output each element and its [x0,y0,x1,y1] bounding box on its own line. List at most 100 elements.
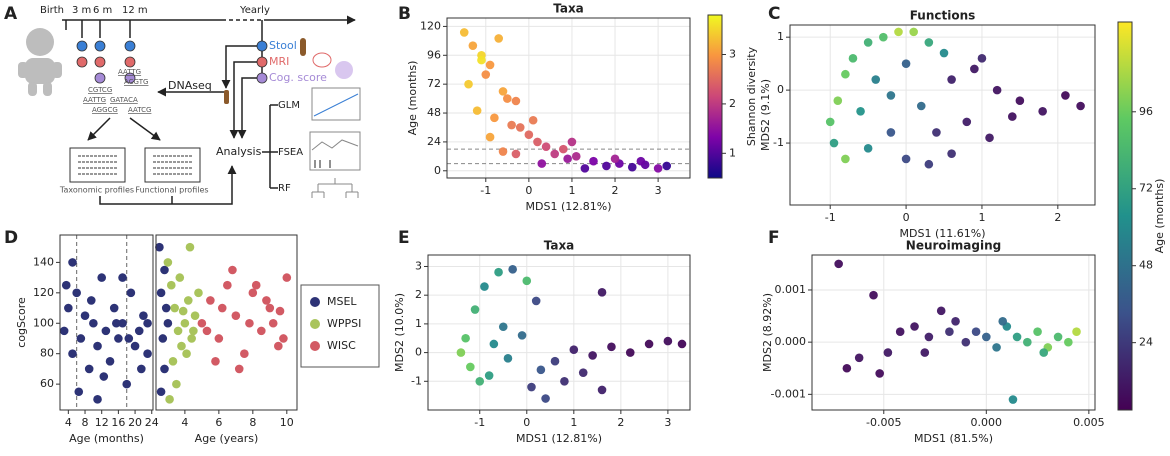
panel-label: F [768,228,780,248]
point [895,327,905,337]
timeline-label: Birth [40,5,64,16]
point [863,144,873,153]
point [560,376,569,386]
point [932,128,941,137]
point [945,327,954,337]
point [118,273,127,282]
profile-label: Functional profiles [135,186,208,195]
point [143,349,152,358]
panel-a: A Birth 3 m 6 m 12 m Yearly Stool MRI Co… [4,4,361,205]
y-tick-label: 1 [777,30,784,43]
point [961,337,971,347]
plot-frame [59,234,154,411]
point [1072,327,1081,337]
sample-label: MRI [269,55,289,68]
point [262,296,271,305]
point [274,341,283,351]
x-tick-label: 0 [523,416,530,429]
point [879,32,888,42]
point [234,364,244,374]
y-tick-label: 100 [33,316,54,329]
plot-frame [427,254,691,411]
point [461,333,470,343]
y-axis-label: MDS2 (8.92%) [761,293,774,372]
point [124,334,134,343]
x-tick-label: 20 [128,416,142,429]
point [947,149,956,158]
point [76,334,86,343]
point [541,394,550,403]
point [161,303,171,313]
colorbar-tick-label: 96 [1139,105,1153,118]
point [578,368,588,377]
y-axis-label: cogScore [15,297,28,348]
method-label: FSEA [278,147,303,158]
point [490,113,499,123]
plot-area [428,255,690,410]
point [468,41,478,50]
point [93,341,102,351]
panel-label: C [768,4,780,24]
point [214,334,224,343]
point [920,348,930,357]
x-tick-label: 4 [65,416,72,429]
x-tick-label: 8 [82,416,89,429]
timeline-label: 6 m [93,5,112,16]
point [910,322,919,331]
point [982,332,991,342]
point [459,28,469,37]
panel-label: B [398,4,411,24]
sample-label: Cog. score [269,71,327,84]
chart-title: Taxa [553,2,584,16]
point [134,326,144,336]
x-tick-label: 1 [570,416,577,429]
x-tick-label: 3 [664,416,671,429]
y-tick-label: 0 [415,346,422,359]
x-tick-label: 1 [978,211,985,224]
y-tick-label: 0.000 [775,335,807,348]
panel-label: E [398,228,410,248]
point [602,161,611,171]
x-tick-label: 4 [181,416,188,429]
plot-frame [446,17,691,179]
colorbar-tick-label: 24 [1139,336,1153,349]
point [197,318,207,328]
point [130,341,140,351]
point [992,85,1002,95]
point [228,265,237,275]
y-tick-label: 24 [427,135,441,148]
point [947,75,956,84]
point [155,242,164,252]
point [970,64,979,74]
point [158,334,168,343]
point [175,273,185,282]
x-tick-label: 16 [111,416,125,429]
x-tick-label: 0 [903,211,910,224]
point [251,280,261,290]
x-tick-label: 2 [617,416,624,429]
point [477,55,486,65]
point [185,242,195,252]
x-tick-label: 10 [280,416,294,429]
point [1023,337,1032,347]
y-tick-label: 0.001 [775,283,807,296]
panel-label: A [4,4,18,24]
point [924,159,934,169]
x-tick-label: -0.005 [866,416,901,429]
point [886,128,896,137]
point [494,34,504,43]
point [101,326,111,336]
plot-frame [789,24,1096,206]
point [173,326,183,336]
point [597,288,607,297]
point [182,349,191,358]
point [156,387,166,397]
point [183,296,193,305]
point [160,265,169,275]
x-tick-label: 0 [525,184,532,197]
x-tick-label: 0.000 [971,416,1003,429]
y-tick-label: 48 [427,106,441,119]
x-axis-label: MDS1 (12.81%) [516,432,602,445]
point [636,156,646,166]
